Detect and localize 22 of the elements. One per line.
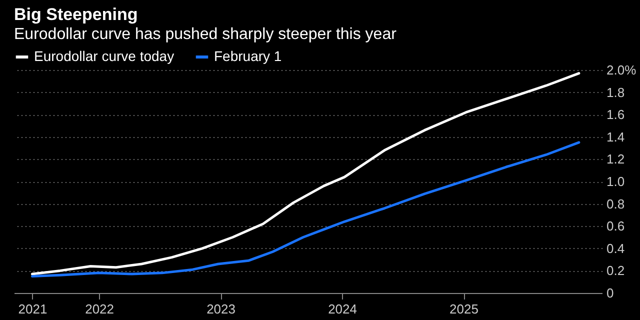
line-series — [30, 141, 580, 278]
y-tick-label: 0.2 — [606, 263, 625, 278]
x-tick-label: 2024 — [328, 302, 357, 316]
y-tick-label: 1.0 — [606, 174, 625, 189]
legend-label: February 1 — [214, 48, 282, 64]
x-tick-label: 2025 — [450, 302, 478, 316]
chart-title: Big Steepening — [14, 5, 138, 24]
chart-subtitle: Eurodollar curve has pushed sharply steeper this year — [14, 26, 398, 43]
y-tick-label: 0 — [606, 286, 614, 300]
y-tick-label: 0.4 — [606, 240, 625, 256]
y-tick-label: 1.2 — [606, 152, 625, 167]
legend-label: Eurodollar curve today — [34, 48, 174, 64]
x-tick-label: 2023 — [206, 302, 236, 316]
y-tick-label: 1.6 — [606, 107, 625, 122]
y-tick-label: 1.8 — [606, 84, 625, 100]
x-tick-label: 2022 — [85, 302, 114, 316]
y-tick-label: 2.0% — [606, 62, 637, 78]
y-tick-label: 1.4 — [606, 129, 625, 144]
y-tick-label: 0.6 — [606, 218, 625, 234]
line-series — [30, 72, 580, 276]
x-tick-label: 2021 — [18, 302, 48, 316]
y-tick-label: 0.8 — [606, 196, 625, 212]
